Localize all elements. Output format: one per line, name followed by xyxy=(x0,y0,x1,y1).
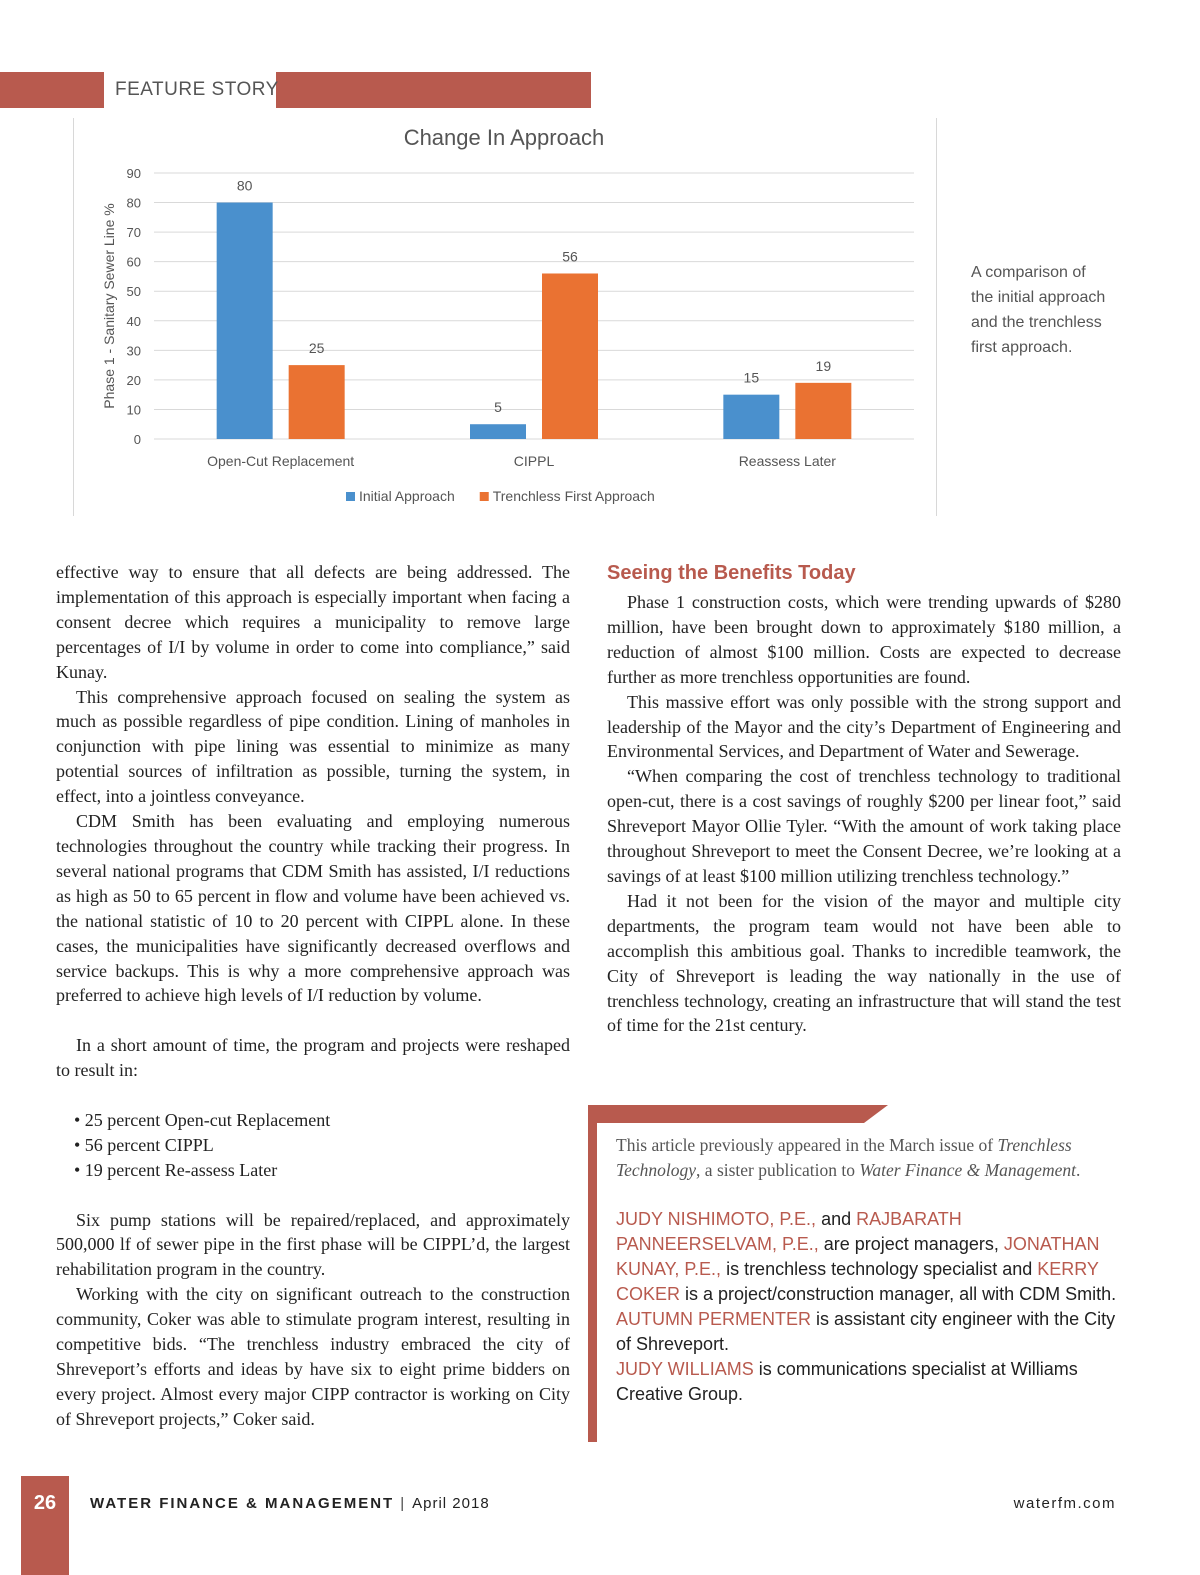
page-number-tab xyxy=(21,1476,69,1575)
x-tick-label: Reassess Later xyxy=(739,453,837,469)
legend-label: Trenchless First Approach xyxy=(493,488,655,504)
chart-figure: Change In Approach 0 10 20 30 40 50 60 70 80 90 Pha… xyxy=(73,118,937,516)
sidebar-accent-top xyxy=(588,1105,888,1123)
results-list: • 25 percent Open-cut Replacement • 56 p… xyxy=(56,1108,570,1183)
paragraph: This massive effort was only possible wi… xyxy=(607,691,1121,762)
y-tick-label: 50 xyxy=(127,284,141,299)
author-name: JUDY WILLIAMS xyxy=(616,1359,754,1379)
bar xyxy=(542,273,598,439)
y-tick-label: 0 xyxy=(134,432,141,447)
author-name: JUDY NISHIMOTO, P.E., xyxy=(616,1209,817,1229)
y-tick-label: 80 xyxy=(127,196,141,211)
author-name: AUTUMN PERMENTER xyxy=(616,1309,812,1329)
y-tick-label: 30 xyxy=(127,343,141,358)
list-item: • 19 percent Re-assess Later xyxy=(74,1159,278,1180)
paragraph: Phase 1 construction costs, which were t… xyxy=(607,592,1121,687)
x-tick-label: CIPPL xyxy=(514,453,555,469)
y-tick-label: 10 xyxy=(127,402,141,417)
legend-label: Initial Approach xyxy=(359,488,455,504)
legend-swatch xyxy=(346,492,355,501)
section-heading: Seeing the Benefits Today xyxy=(607,562,856,584)
author-name: RAJBARATH PANNEERSELVAM, P.E., xyxy=(616,1209,962,1254)
publication-name: Trenchless Technology xyxy=(616,1135,1072,1180)
y-tick-label: 70 xyxy=(127,225,141,240)
data-label: 5 xyxy=(494,399,502,415)
bar-chart: Change In Approach 0 10 20 30 40 50 60 70 80 90 Pha… xyxy=(101,125,914,504)
paragraph: Had it not been for the vision of the ma… xyxy=(607,890,1121,1036)
republication-note: This article previously appeared in the … xyxy=(616,1135,1081,1180)
header-band-left xyxy=(0,72,104,108)
paragraph: effective way to ensure that all defects… xyxy=(56,562,570,682)
data-label: 15 xyxy=(744,370,760,386)
sidebar-accent-bar xyxy=(588,1105,597,1442)
publication-name: Water Finance & Management xyxy=(859,1160,1076,1180)
bar xyxy=(288,365,345,439)
bar xyxy=(795,382,852,439)
y-axis-label: Phase 1 - Sanitary Sewer Line % xyxy=(101,203,117,408)
list-item: • 56 percent CIPPL xyxy=(74,1134,214,1155)
y-tick-label: 60 xyxy=(127,255,141,270)
bar xyxy=(216,202,273,439)
data-label: 80 xyxy=(237,178,253,194)
issue-date: April 2018 xyxy=(412,1495,490,1512)
chart-title: Change In Approach xyxy=(404,125,605,150)
paragraph: “When comparing the cost of trenchless t… xyxy=(607,766,1121,886)
publication-title: WATER FINANCE & MANAGEMENT xyxy=(90,1495,395,1512)
bar xyxy=(723,394,780,439)
paragraph: CDM Smith has been evaluating and employ… xyxy=(56,811,570,1006)
y-tick-label: 90 xyxy=(127,166,141,181)
y-tick-label: 20 xyxy=(127,373,141,388)
data-label: 19 xyxy=(816,358,832,374)
data-label: 25 xyxy=(309,340,325,356)
author-name: KERRY COKER xyxy=(616,1259,1099,1304)
publication-footer: WATER FINANCE & MANAGEMENT | April 2018 xyxy=(90,1495,490,1512)
page-number: 26 xyxy=(33,1492,57,1514)
list-item: • 25 percent Open-cut Replacement xyxy=(74,1109,331,1130)
x-tick-label: Open-Cut Replacement xyxy=(207,453,354,469)
left-column: effective way to ensure that all defects… xyxy=(56,560,570,1432)
right-column: Seeing the Benefits Today Phase 1 constr… xyxy=(607,560,1121,1038)
paragraph: This comprehensive approach focused on s… xyxy=(56,686,570,807)
chart-caption: A comparison of the initial approach and… xyxy=(971,264,1106,356)
legend-swatch xyxy=(479,492,489,501)
data-label: 56 xyxy=(562,248,578,264)
paragraph: Six pump stations will be repaired/repla… xyxy=(56,1209,570,1280)
paragraph: In a short amount of time, the program a… xyxy=(56,1035,570,1081)
author-bios: JUDY NISHIMOTO, P.E., and RAJBARATH PANN… xyxy=(616,1209,1117,1404)
bar xyxy=(470,424,526,439)
section-label: FEATURE STORY xyxy=(115,79,279,100)
y-tick-label: 40 xyxy=(127,314,141,329)
website-link[interactable]: waterfm.com xyxy=(1013,1495,1116,1512)
header-band-right xyxy=(276,72,591,108)
paragraph: Working with the city on significant out… xyxy=(56,1284,570,1429)
footer-separator: | xyxy=(400,1495,407,1512)
author-name: JONATHAN KUNAY, P.E., xyxy=(616,1234,1100,1279)
